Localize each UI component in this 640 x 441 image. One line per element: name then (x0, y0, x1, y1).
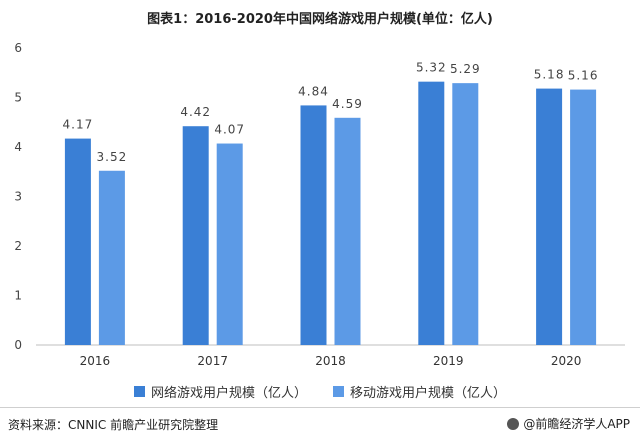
y-tick-label: 0 (14, 338, 22, 352)
bar-online-game (418, 81, 445, 345)
bar-value-label: 4.07 (214, 123, 245, 137)
y-tick-label: 5 (14, 91, 22, 105)
legend-item-online: 网络游戏用户规模（亿人） (133, 382, 307, 401)
bars (64, 81, 597, 346)
y-tick-label: 4 (14, 140, 22, 154)
x-tick-label: 2020 (551, 354, 582, 368)
bar-labels: 4.17 3.52 4.424.07 4.844.59 5.32 5.29 5.18 5.16 (63, 61, 599, 164)
y-tick-label: 6 (14, 41, 22, 55)
brand-logo-icon (507, 417, 520, 430)
brand-text: @前瞻经济学人APP (523, 417, 630, 431)
y-tick-label: 3 (14, 190, 22, 204)
bar-value-label: 4.59 (332, 97, 363, 111)
source-note: 资料来源：CNNIC 前瞻产业研究院整理 (8, 418, 219, 432)
legend-label-mobile: 移动游戏用户规模（亿人） (350, 386, 507, 401)
bar-value-label: 5.16 (568, 69, 599, 83)
bar-value-label: 5.18 (534, 68, 565, 82)
legend-item-mobile: 移动游戏用户规模（亿人） (333, 382, 506, 401)
y-tick-label: 2 (14, 239, 22, 253)
bar-online-game (536, 88, 563, 345)
x-tick-label: 2019 (433, 354, 464, 368)
bar-mobile-game (570, 89, 597, 345)
legend-swatch-online (133, 386, 145, 397)
y-axis: 0 1 2 3 4 5 6 (14, 41, 22, 352)
bar-online-game (182, 126, 209, 346)
y-tick-label: 1 (14, 289, 22, 303)
bar-mobile-game (216, 143, 243, 345)
bar-value-label: 5.32 (416, 61, 447, 75)
bar-mobile-game (334, 117, 361, 345)
brand-credit: @前瞻经济学人APP (507, 415, 630, 432)
bar-mobile-game (452, 83, 479, 346)
x-tick-label: 2016 (80, 354, 111, 368)
x-tick-label: 2018 (315, 354, 346, 368)
bar-value-label: 3.52 (97, 150, 128, 164)
bar-online-game (64, 138, 91, 345)
legend-swatch-mobile (333, 386, 344, 397)
bar-mobile-game (98, 170, 125, 345)
bar-chart: 0 1 2 3 4 5 6 2016 2017 2018 2019 2020 4.17 3.52 4.4… (14, 41, 625, 368)
x-axis: 2016 2017 2018 2019 2020 (36, 344, 625, 368)
bar-online-game (300, 105, 327, 345)
x-tick-label: 2017 (197, 354, 228, 368)
footer-divider (0, 407, 640, 408)
bar-value-label: 4.42 (180, 105, 211, 119)
legend-label-online: 网络游戏用户规模（亿人） (150, 386, 307, 401)
bar-value-label: 5.29 (450, 62, 481, 76)
legend: 网络游戏用户规模（亿人） 移动游戏用户规模（亿人） (0, 382, 640, 401)
bar-value-label: 4.17 (63, 118, 94, 132)
bar-value-label: 4.84 (298, 84, 329, 98)
chart-title: 图表1：2016-2020年中国网络游戏用户规模(单位：亿人) (147, 12, 493, 27)
